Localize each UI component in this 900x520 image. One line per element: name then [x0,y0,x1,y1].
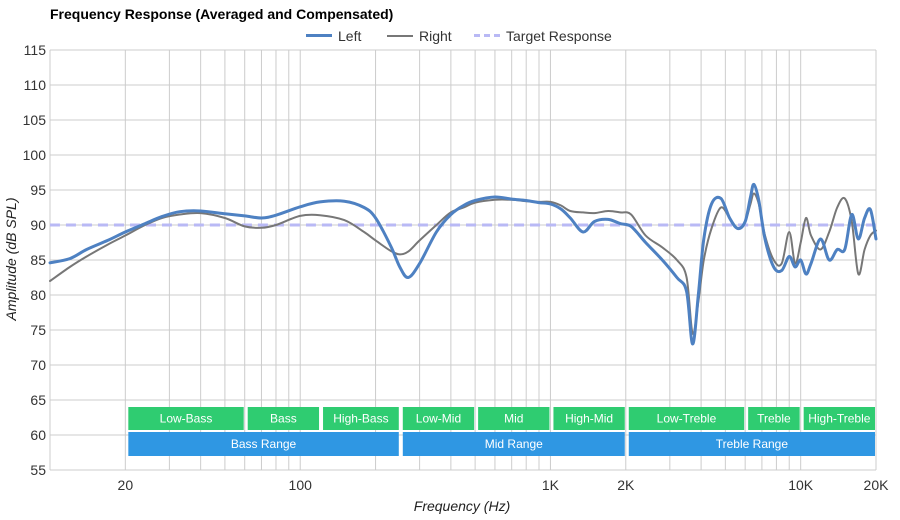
sub-range-band-label: Low-Bass [160,412,213,426]
sub-range-band-label: High-Bass [333,412,388,426]
sub-range-band [478,407,550,430]
y-axis-title: Amplitude (dB SPL) [3,198,19,322]
x-tick-label: 2K [617,477,635,493]
chart-legend: Left Right Target Response [0,27,900,45]
sub-range-band [128,407,244,430]
series-lines [48,182,878,346]
sub-range-band [553,407,625,430]
series-line-left [48,182,878,346]
x-tick-label: 10K [788,477,814,493]
range-bands: Low-Bass Bass High-Bass Low-Mid Mid High-Mid L… [128,407,875,456]
y-tick-label: 65 [30,392,46,408]
legend-label-right: Right [419,28,452,44]
legend-swatch-left [306,34,332,37]
y-tick-label: 105 [23,112,47,128]
y-tick-label: 100 [23,147,47,163]
y-tick-label: 80 [30,287,46,303]
x-axis-ticks: 20 100 1K 2K 10K 20K [118,477,890,493]
x-axis-title: Frequency (Hz) [414,498,510,514]
range-group-band-label: Bass Range [231,437,297,451]
x-tick-label: 100 [289,477,313,493]
sub-range-band-label: Mid [504,412,523,426]
range-group-band [628,432,875,456]
grid-lines [49,49,877,471]
x-tick-label: 20K [864,477,890,493]
sub-range-band-label: Bass [270,412,297,426]
y-axis-ticks: 55 60 65 70 75 80 85 90 95 100 105 110 115 [23,42,47,478]
range-group-band-label: Treble Range [716,437,789,451]
sub-range-band [402,407,475,430]
sub-range-band [803,407,875,430]
legend-label-left: Left [338,28,362,44]
legend-swatch-target-response [474,34,500,37]
sub-range-band-label: Low-Treble [657,412,717,426]
range-group-band [402,432,625,456]
y-tick-label: 70 [30,357,46,373]
chart-title: Frequency Response (Averaged and Compens… [50,6,394,22]
sub-range-band-label: High-Treble [808,412,871,426]
sub-range-band-label: Treble [757,412,791,426]
y-tick-label: 90 [30,217,46,233]
sub-range-band [628,407,745,430]
legend-label-target-response: Target Response [506,28,612,44]
range-group-band [128,432,399,456]
range-group-band-label: Mid Range [485,437,543,451]
y-tick-label: 110 [24,77,47,93]
sub-range-band [323,407,399,430]
y-tick-label: 95 [30,182,46,198]
y-tick-label: 85 [30,252,46,268]
legend-swatch-right [387,35,413,37]
sub-range-band [247,407,320,430]
sub-range-band-label: High-Mid [565,412,613,426]
y-tick-label: 75 [30,322,46,338]
y-tick-label: 55 [30,462,46,478]
series-line-right [49,192,877,335]
y-tick-label: 60 [30,427,46,443]
x-tick-label: 1K [542,477,560,493]
sub-range-band [748,407,800,430]
y-tick-label: 115 [24,42,47,58]
sub-range-band-label: Low-Mid [416,412,461,426]
x-tick-label: 20 [118,477,134,493]
